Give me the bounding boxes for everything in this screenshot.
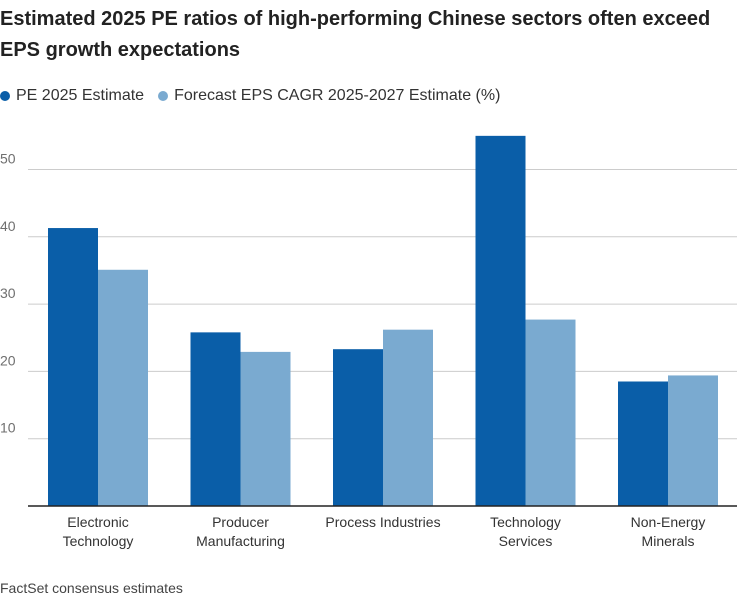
bar-chart: 10 20 30 40 50 Electronic Technology Producer M… xyxy=(0,135,737,549)
y-tick-label: 10 xyxy=(0,420,16,436)
bar-eps-2 xyxy=(383,329,433,506)
legend-item-pe: PE 2025 Estimate xyxy=(0,87,144,105)
category-label: Electronic Technology xyxy=(63,514,134,549)
bar-pe-3 xyxy=(475,135,526,506)
category-label-line: Technology xyxy=(63,533,134,549)
category-label-line: Non-Energy xyxy=(631,514,706,530)
legend-label-pe: PE 2025 Estimate xyxy=(16,87,145,104)
bar-eps-4 xyxy=(668,375,718,506)
legend-item-eps: Forecast EPS CAGR 2025-2027 Estimate (%) xyxy=(158,87,500,105)
chart-title: Estimated 2025 PE ratios of high-perform… xyxy=(0,8,711,61)
category-label-line: Manufacturing xyxy=(196,533,285,549)
bar-pe-4 xyxy=(618,381,668,506)
category-label: Non-Energy Minerals xyxy=(631,514,706,549)
chart-legend: PE 2025 Estimate Forecast EPS CAGR 2025-… xyxy=(0,84,514,108)
category-label-line: Producer xyxy=(212,514,269,530)
category-label-line: Electronic xyxy=(67,514,128,530)
category-label: Process Industries xyxy=(325,514,440,530)
category-label-line: Technology xyxy=(490,514,561,530)
category-labels: Electronic Technology Producer Manufacturin… xyxy=(63,514,706,549)
y-tick-label: 50 xyxy=(0,151,16,167)
y-tick-label: 40 xyxy=(0,218,16,234)
legend-label-eps: Forecast EPS CAGR 2025-2027 Estimate (%) xyxy=(174,87,501,104)
bar-pe-1 xyxy=(190,332,241,506)
category-label: Technology Services xyxy=(490,514,561,549)
bar-eps-1 xyxy=(240,351,291,506)
y-tick-label: 20 xyxy=(0,352,16,368)
category-label: Producer Manufacturing xyxy=(196,514,285,549)
bar-eps-3 xyxy=(525,319,576,506)
legend-swatch-pe xyxy=(0,91,10,101)
bar-eps-0 xyxy=(98,269,148,506)
bar-pe-0 xyxy=(48,228,98,506)
y-tick-label: 30 xyxy=(0,285,16,301)
source-note: FactSet consensus estimates xyxy=(0,580,183,596)
bars xyxy=(48,135,718,506)
bar-pe-2 xyxy=(333,349,383,506)
category-label-line: Services xyxy=(499,533,553,549)
category-label-line: Process Industries xyxy=(325,514,440,530)
category-label-line: Minerals xyxy=(642,533,695,549)
legend-swatch-eps xyxy=(158,91,169,101)
